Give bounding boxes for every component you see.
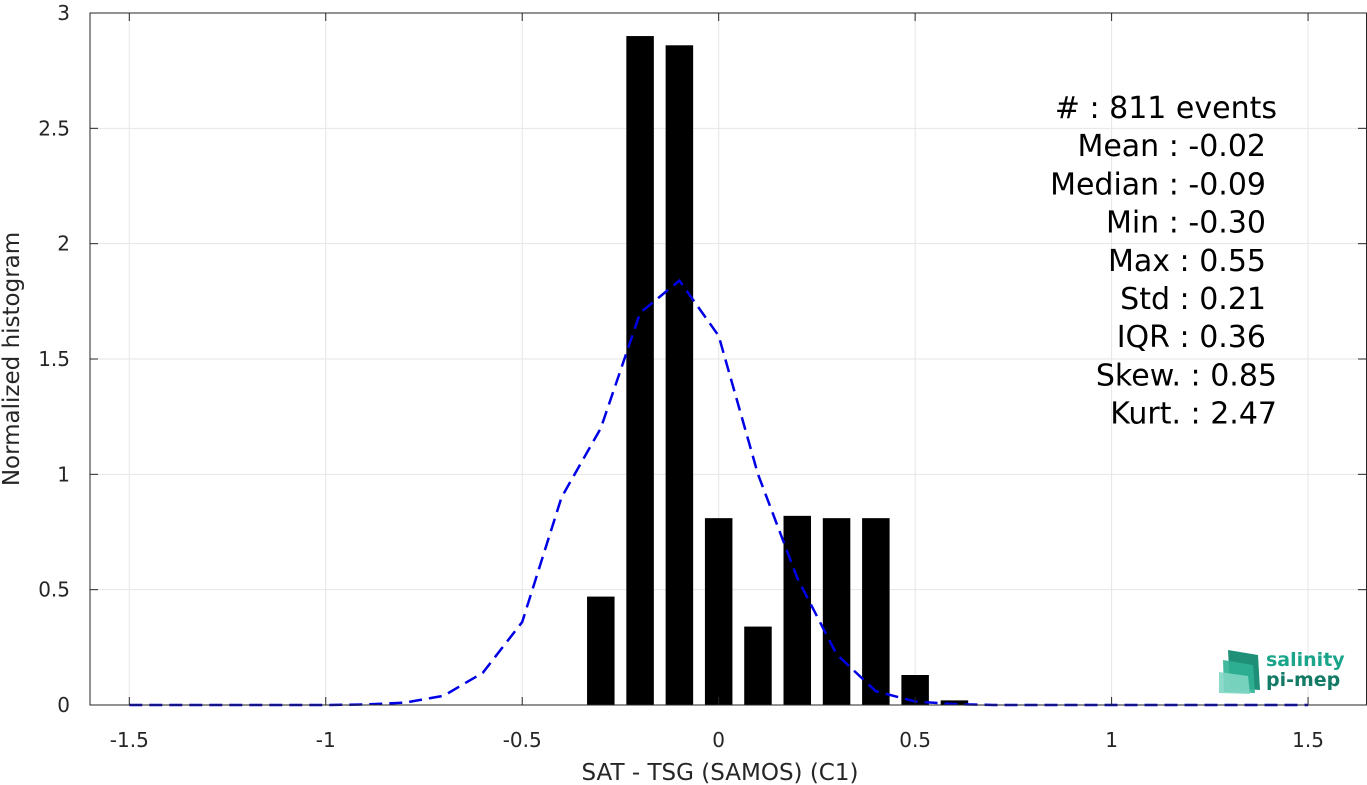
- x-tick-label: 0.5: [899, 728, 931, 752]
- histogram-bar: [704, 518, 733, 705]
- histogram-bar: [626, 36, 654, 706]
- histogram-bar: [822, 518, 851, 705]
- x-tick-label: 1: [1105, 728, 1118, 752]
- y-tick-label: 2: [57, 232, 70, 256]
- x-axis-label: SAT - TSG (SAMOS) (C1): [582, 760, 859, 785]
- y-axis-ticks: 0 0.5 1 1.5 2 2.5 3: [38, 1, 1366, 717]
- stat-line: Median : -0.09: [1050, 167, 1266, 202]
- x-tick-label: 0: [712, 728, 725, 752]
- y-axis-label: Normalized histogram: [0, 232, 25, 486]
- x-tick-label: 1.5: [1292, 728, 1324, 752]
- logo-text-salinity: salinity: [1266, 649, 1345, 671]
- y-tick-label: 1: [57, 462, 70, 486]
- histogram-bars: [587, 36, 969, 706]
- histogram-bar: [665, 45, 694, 705]
- stat-line: Std : 0.21: [1120, 282, 1266, 317]
- x-tick-label: -1: [316, 728, 336, 752]
- wave-icon: [1219, 650, 1260, 694]
- histogram-bar: [744, 626, 772, 705]
- y-tick-label: 0.5: [38, 578, 70, 602]
- x-axis-ticks: -1.5 -1 -0.5 0 0.5 1 1.5: [110, 13, 1324, 752]
- histogram-bar: [940, 700, 969, 705]
- stat-line: # : 811 events: [1055, 91, 1277, 126]
- stat-line: Skew. : 0.85: [1096, 358, 1277, 393]
- x-tick-label: -0.5: [503, 728, 542, 752]
- logo-text-pi-mep: pi-mep: [1266, 669, 1340, 691]
- stat-line: Kurt. : 2.47: [1110, 397, 1277, 432]
- histogram-bar: [862, 518, 890, 705]
- y-tick-label: 0: [57, 693, 70, 717]
- y-tick-label: 2.5: [38, 116, 70, 140]
- histogram-bar: [587, 596, 615, 705]
- histogram-bar: [783, 515, 812, 705]
- salinity-pi-mep-logo: salinity pi-mep: [1219, 649, 1345, 694]
- y-tick-label: 3: [57, 1, 70, 25]
- y-tick-label: 1.5: [38, 347, 70, 371]
- stat-line: Min : -0.30: [1106, 206, 1266, 241]
- stat-line: IQR : 0.36: [1117, 320, 1266, 355]
- stat-line: Max : 0.55: [1108, 244, 1266, 279]
- stat-line: Mean : -0.02: [1077, 129, 1266, 164]
- x-tick-label: -1.5: [110, 728, 149, 752]
